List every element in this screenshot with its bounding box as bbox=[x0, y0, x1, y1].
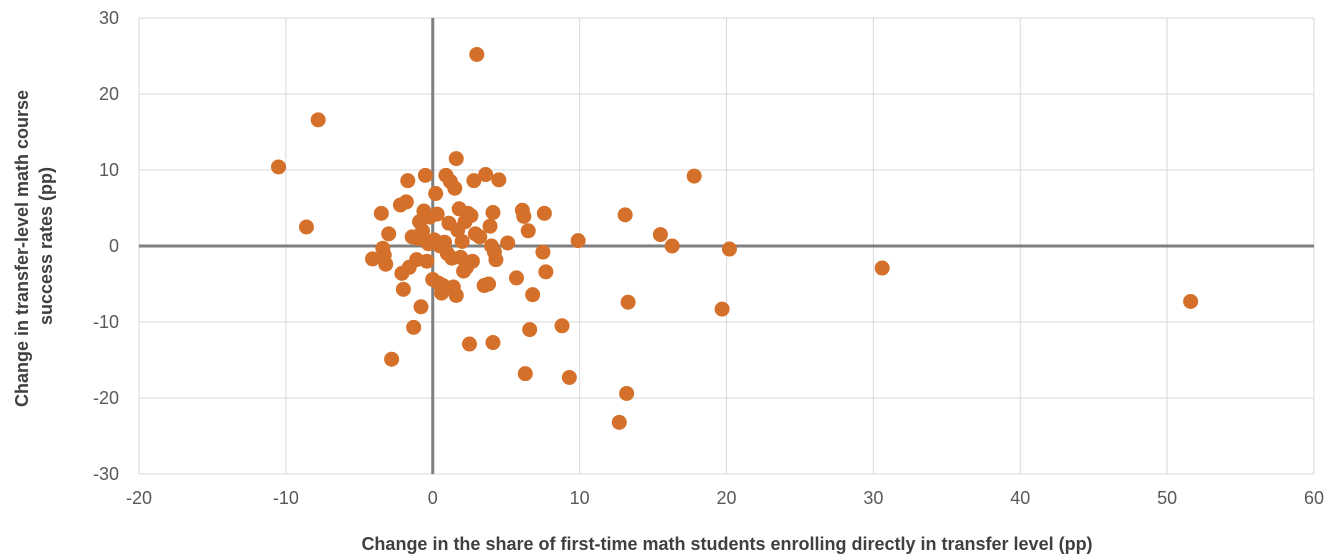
data-point bbox=[469, 46, 485, 62]
y-tick-label: 20 bbox=[99, 84, 119, 104]
data-point bbox=[561, 369, 577, 385]
data-point bbox=[437, 234, 452, 250]
x-axis-title: Change in the share of first-time math s… bbox=[361, 534, 1092, 554]
data-point bbox=[466, 173, 482, 189]
x-tick-label: 50 bbox=[1157, 488, 1177, 508]
data-point bbox=[400, 173, 416, 189]
data-point bbox=[310, 112, 326, 128]
data-point bbox=[395, 281, 411, 297]
y-axis-title-line-2: success rates (pp) bbox=[36, 167, 56, 325]
data-point bbox=[874, 260, 890, 276]
data-point bbox=[384, 351, 400, 367]
data-point bbox=[429, 206, 445, 222]
data-point bbox=[619, 385, 635, 401]
data-point bbox=[271, 159, 287, 175]
data-points bbox=[271, 46, 1199, 430]
y-tick-labels: -30 -20 -10 0 10 20 30 bbox=[93, 8, 119, 484]
data-point bbox=[714, 301, 730, 317]
data-point bbox=[664, 238, 680, 254]
x-tick-label: 20 bbox=[716, 488, 736, 508]
x-tick-label: 40 bbox=[1010, 488, 1030, 508]
data-point bbox=[485, 205, 501, 221]
x-tick-label: -10 bbox=[273, 488, 299, 508]
data-point bbox=[482, 218, 498, 234]
data-point bbox=[488, 252, 504, 268]
data-point bbox=[525, 287, 541, 303]
x-tick-label: 10 bbox=[570, 488, 590, 508]
data-point bbox=[417, 167, 433, 183]
y-axis-title: Change in transfer-level math course suc… bbox=[12, 85, 56, 407]
y-axis-title-line-1: Change in transfer-level math course bbox=[12, 90, 32, 407]
data-point bbox=[554, 318, 570, 334]
data-point bbox=[454, 233, 470, 249]
data-point bbox=[652, 227, 668, 243]
data-point bbox=[414, 223, 430, 239]
data-point bbox=[481, 276, 497, 292]
data-point bbox=[463, 208, 479, 224]
data-point bbox=[520, 223, 536, 239]
y-tick-label: -20 bbox=[93, 388, 119, 408]
data-point bbox=[516, 208, 532, 224]
data-point bbox=[478, 167, 494, 183]
y-tick-label: 0 bbox=[109, 236, 119, 256]
data-point bbox=[485, 335, 501, 351]
y-tick-label: -30 bbox=[93, 464, 119, 484]
data-point bbox=[461, 336, 477, 352]
x-tick-labels: -20 -10 0 10 20 30 40 50 60 bbox=[126, 488, 1324, 508]
data-point bbox=[535, 244, 551, 260]
data-point bbox=[570, 233, 586, 249]
data-point bbox=[517, 366, 533, 382]
data-point bbox=[419, 253, 435, 269]
data-point bbox=[686, 168, 702, 184]
data-point bbox=[500, 235, 516, 251]
data-point bbox=[536, 205, 552, 221]
data-point bbox=[721, 241, 737, 257]
data-point bbox=[620, 294, 636, 310]
data-point bbox=[611, 414, 627, 430]
data-point bbox=[491, 172, 507, 188]
data-point bbox=[428, 186, 444, 202]
data-point bbox=[381, 226, 397, 242]
data-point bbox=[378, 256, 394, 272]
data-point bbox=[448, 287, 464, 303]
data-point bbox=[398, 194, 414, 210]
data-point bbox=[448, 151, 464, 167]
x-tick-label: -20 bbox=[126, 488, 152, 508]
data-point bbox=[464, 253, 480, 269]
gridlines bbox=[138, 17, 1315, 475]
y-tick-label: -10 bbox=[93, 312, 119, 332]
data-point bbox=[617, 207, 633, 223]
data-point bbox=[406, 319, 422, 335]
x-tick-label: 0 bbox=[428, 488, 438, 508]
x-tick-label: 60 bbox=[1304, 488, 1324, 508]
data-point bbox=[538, 264, 554, 280]
x-tick-label: 30 bbox=[863, 488, 883, 508]
data-point bbox=[522, 322, 538, 338]
data-point bbox=[508, 270, 524, 286]
data-point bbox=[413, 299, 429, 315]
y-tick-label: 30 bbox=[99, 8, 119, 28]
y-tick-label: 10 bbox=[99, 160, 119, 180]
data-point bbox=[472, 229, 488, 245]
data-point bbox=[1183, 293, 1199, 309]
data-point bbox=[447, 180, 463, 196]
data-point bbox=[373, 205, 389, 221]
data-point bbox=[298, 219, 314, 235]
data-point bbox=[365, 251, 381, 267]
